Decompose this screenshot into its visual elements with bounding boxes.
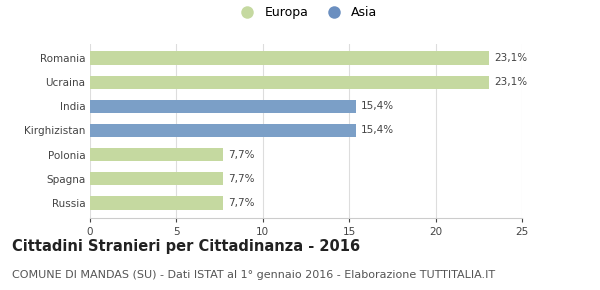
Text: 23,1%: 23,1% [494,53,527,63]
Text: Cittadini Stranieri per Cittadinanza - 2016: Cittadini Stranieri per Cittadinanza - 2… [12,239,360,254]
Text: 15,4%: 15,4% [361,126,394,135]
Bar [90,100,356,113]
Text: COMUNE DI MANDAS (SU) - Dati ISTAT al 1° gennaio 2016 - Elaborazione TUTTITALIA.: COMUNE DI MANDAS (SU) - Dati ISTAT al 1°… [12,270,495,280]
Legend: Europa, Asia: Europa, Asia [230,1,382,24]
Text: 7,7%: 7,7% [228,150,255,160]
Text: 15,4%: 15,4% [361,101,394,111]
Bar [90,76,489,89]
Text: 7,7%: 7,7% [228,198,255,208]
Bar [90,172,223,185]
Bar [90,124,356,137]
Bar [90,51,489,65]
Bar [90,196,223,210]
Text: 23,1%: 23,1% [494,77,527,87]
Text: 7,7%: 7,7% [228,174,255,184]
Bar [90,148,223,161]
